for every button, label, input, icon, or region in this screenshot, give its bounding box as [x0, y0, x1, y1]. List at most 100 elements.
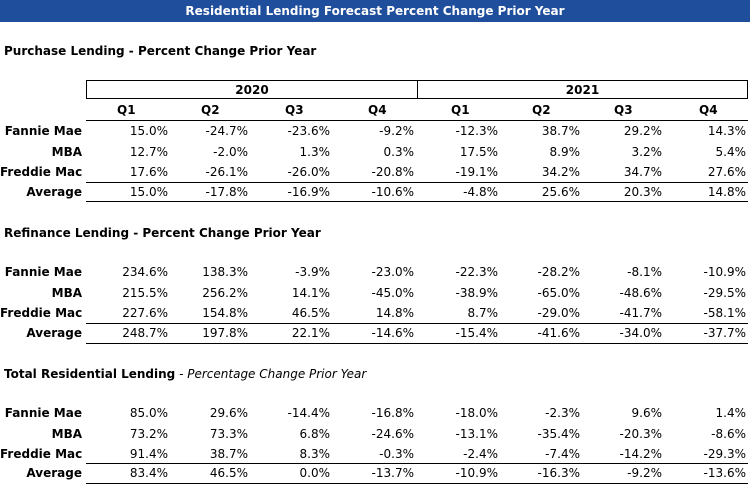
table-cell: -13.1% — [455, 427, 498, 441]
table-cell: 91.4% — [129, 447, 168, 461]
table-row: MBA 12.7% -2.0% 1.3% 0.3% 17.5% 8.9% 3.2% 5.4% — [0, 143, 750, 161]
table-cell: 14.1% — [291, 286, 330, 300]
report-title: Residential Lending Forecast Percent Cha… — [185, 4, 565, 18]
report-title-banner: Residential Lending Forecast Percent Cha… — [0, 0, 750, 22]
table-row: Average 15.0% -17.8% -16.9% -10.6% -4.8% 25.6%… — [0, 183, 750, 201]
table-row: Freddie Mac 91.4% 38.7% 8.3% -0.3% -2.4% -7.4%… — [0, 445, 750, 463]
table-cell: 248.7% — [122, 326, 168, 340]
table-cell: 34.2% — [541, 165, 580, 179]
table-cell: -23.0% — [371, 265, 414, 279]
table-cell: -10.9% — [455, 466, 498, 480]
table-row: Freddie Mac 17.6% -26.1% -26.0% -20.8% -19.1%… — [0, 163, 750, 181]
total-section-title: Total Residential Lending - Percentage C… — [4, 367, 366, 381]
table-cell: 8.9% — [549, 145, 581, 159]
table-cell: -14.2% — [619, 447, 662, 461]
table-row: Freddie Mac 227.6% 154.8% 46.5% 14.8% 8.7% -29… — [0, 304, 750, 322]
table-cell: -34.0% — [619, 326, 662, 340]
table-cell: 85.0% — [129, 406, 168, 420]
quarter-header: Q4 — [368, 103, 387, 117]
table-cell: -20.3% — [619, 427, 662, 441]
table-cell: -3.9% — [295, 265, 330, 279]
table-row: Fannie Mae 85.0% 29.6% -14.4% -16.8% -18.0% -2… — [0, 404, 750, 422]
table-cell: -26.0% — [287, 165, 330, 179]
table-cell: 20.3% — [623, 185, 662, 199]
table-row: MBA 73.2% 73.3% 6.8% -24.6% -13.1% -35.4% -20.3… — [0, 425, 750, 443]
table-cell: 46.5% — [291, 306, 330, 320]
table-cell: 38.7% — [209, 447, 248, 461]
average-divider — [86, 323, 748, 324]
table-cell: -24.6% — [371, 427, 414, 441]
table-cell: 154.8% — [202, 306, 248, 320]
table-cell: -2.4% — [463, 447, 498, 461]
table-cell: 29.6% — [209, 406, 248, 420]
table-bottom-border — [86, 343, 748, 344]
row-label: Fannie Mae — [4, 124, 82, 138]
table-cell: -9.2% — [379, 124, 414, 138]
table-cell: -35.4% — [537, 427, 580, 441]
table-cell: -29.3% — [703, 447, 746, 461]
table-row: Average 248.7% 197.8% 22.1% -14.6% -15.4% -41.… — [0, 324, 750, 342]
quarter-header: Q2 — [201, 103, 220, 117]
row-label: Average — [26, 326, 82, 340]
table-cell: -37.7% — [703, 326, 746, 340]
purchase-section-title: Purchase Lending - Percent Change Prior … — [4, 44, 317, 58]
quarter-header: Q4 — [699, 103, 718, 117]
table-cell: -2.3% — [545, 406, 580, 420]
table-cell: -26.1% — [205, 165, 248, 179]
table-cell: -16.3% — [537, 466, 580, 480]
row-label: Average — [26, 185, 82, 199]
table-cell: 17.5% — [459, 145, 498, 159]
table-bottom-border — [86, 483, 748, 484]
table-cell: -28.2% — [537, 265, 580, 279]
table-cell: 25.6% — [541, 185, 580, 199]
table-cell: 1.3% — [299, 145, 331, 159]
table-cell: -19.1% — [455, 165, 498, 179]
year-label-2020: 2020 — [235, 82, 269, 97]
table-cell: -4.8% — [463, 185, 498, 199]
table-cell: -65.0% — [537, 286, 580, 300]
table-cell: 14.3% — [707, 124, 746, 138]
table-cell: 0.3% — [383, 145, 415, 159]
table-cell: -16.8% — [371, 406, 414, 420]
table-cell: -41.6% — [537, 326, 580, 340]
table-cell: 15.0% — [129, 185, 168, 199]
table-cell: -7.4% — [545, 447, 580, 461]
table-cell: 5.4% — [715, 145, 747, 159]
average-divider — [86, 182, 748, 183]
table-cell: 17.6% — [129, 165, 168, 179]
table-cell: -0.3% — [379, 447, 414, 461]
table-cell: 46.5% — [209, 466, 248, 480]
total-section-title-main: Total Residential Lending — [4, 367, 176, 381]
table-bottom-border — [86, 201, 748, 202]
table-cell: 12.7% — [129, 145, 168, 159]
table-cell: -38.9% — [455, 286, 498, 300]
table-cell: -13.7% — [371, 466, 414, 480]
table-cell: 38.7% — [541, 124, 580, 138]
quarter-header: Q3 — [614, 103, 633, 117]
year-label-2021: 2021 — [565, 82, 600, 97]
row-label: Freddie Mac — [0, 306, 83, 320]
table-cell: 29.2% — [623, 124, 662, 138]
row-label: MBA — [51, 286, 82, 300]
row-label: MBA — [51, 427, 82, 441]
table-cell: -2.0% — [213, 145, 248, 159]
row-label: Freddie Mac — [0, 165, 83, 179]
quarter-header: Q3 — [285, 103, 304, 117]
row-label: Average — [26, 466, 82, 480]
table-cell: -14.6% — [371, 326, 414, 340]
table-cell: -23.6% — [287, 124, 330, 138]
row-label: MBA — [51, 145, 82, 159]
table-cell: -8.1% — [627, 265, 662, 279]
table-cell: -29.0% — [537, 306, 580, 320]
table-cell: 15.0% — [129, 124, 168, 138]
table-cell: -41.7% — [619, 306, 662, 320]
table-cell: 227.6% — [122, 306, 168, 320]
quarter-header: Q1 — [451, 103, 470, 117]
table-cell: -58.1% — [703, 306, 746, 320]
table-row: MBA 215.5% 256.2% 14.1% -45.0% -38.9% -65.0% -4… — [0, 284, 750, 302]
table-cell: 9.6% — [631, 406, 663, 420]
refinance-section-title: Refinance Lending - Percent Change Prior… — [4, 226, 321, 240]
table-cell: 73.3% — [209, 427, 248, 441]
table-cell: -10.6% — [371, 185, 414, 199]
table-cell: -10.9% — [703, 265, 746, 279]
